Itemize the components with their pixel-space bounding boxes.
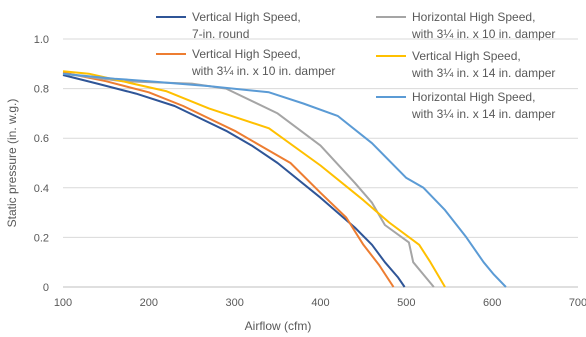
x-tick-label: 300 [225,297,243,309]
x-tick-label: 100 [54,297,72,309]
y-tick-labels: 0 0.2 0.4 0.6 0.8 1.0 [34,34,49,294]
x-tick-labels: 100 200 300 400 500 600 700 [54,297,586,309]
y-axis-title: Static pressure (in. w.g.) [5,99,19,228]
legend: Vertical High Speed, 7-in. round Vertical … [156,10,555,121]
series-line-2 [62,71,395,288]
series-line-4 [62,70,446,288]
x-tick-label: 200 [140,297,158,309]
y-tick-label: 0.6 [34,133,49,145]
x-tick-label: 400 [311,297,329,309]
legend-label: Vertical High Speed, [192,10,301,24]
y-tick-label: 1.0 [34,34,49,46]
legend-label: 7-in. round [192,27,249,41]
x-axis-title: Airflow (cfm) [245,319,312,333]
series-lines [62,70,507,288]
x-tick-label: 600 [483,297,501,309]
legend-label: with 3¼ in. x 10 in. damper [411,27,555,41]
legend-label: Vertical High Speed, [412,49,521,63]
legend-label: Vertical High Speed, [192,47,301,61]
y-tick-label: 0 [43,282,49,294]
series-line-5 [62,72,507,288]
x-tick-label: 500 [397,297,415,309]
legend-label: Horizontal High Speed, [412,90,535,104]
y-tick-label: 0.2 [34,232,49,244]
y-tick-label: 0.8 [34,84,49,96]
y-tick-label: 0.4 [34,183,49,195]
legend-label: Horizontal High Speed, [412,10,535,24]
x-tick-label: 700 [569,297,586,309]
gridlines [63,38,578,288]
legend-label: with 3¼ in. x 14 in. damper [411,107,555,121]
legend-label: with 3¼ in. x 14 in. damper [411,66,555,80]
series-line-3 [62,72,435,288]
series-line-1 [62,74,406,288]
legend-label: with 3¼ in. x 10 in. damper [191,64,335,78]
